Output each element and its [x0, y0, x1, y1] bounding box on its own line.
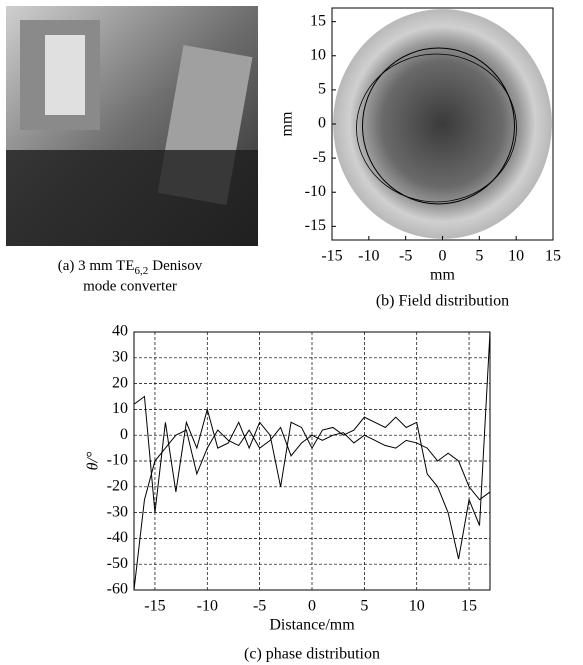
- x-axis-label: Distance/mm: [269, 617, 355, 634]
- caption-a-line2: mode converter: [83, 278, 177, 294]
- x-tick-label: 10: [409, 598, 425, 615]
- x-tick-label: -15: [321, 248, 342, 265]
- x-tick-label: 5: [360, 598, 368, 615]
- caption: (b) Field distribution: [376, 293, 509, 310]
- y-tick-label: 30: [112, 348, 128, 365]
- y-tick-label: 5: [318, 81, 326, 98]
- y-tick-label: -30: [107, 503, 128, 520]
- y-tick-label: -40: [107, 529, 128, 546]
- contour: [362, 47, 515, 205]
- y-tick-label: 15: [310, 12, 326, 29]
- y-tick-label: 10: [112, 400, 128, 417]
- caption: (c) phase distribution: [244, 646, 380, 663]
- x-tick-label: 15: [545, 248, 561, 265]
- caption-a: (a) 3 mm TE6,2 Denisov: [58, 258, 203, 276]
- x-tick-label: 0: [439, 248, 447, 265]
- y-tick-label: -5: [313, 149, 326, 166]
- y-tick-label: -50: [107, 555, 128, 572]
- x-tick-label: 0: [308, 598, 316, 615]
- y-tick-label: 0: [318, 115, 326, 132]
- y-tick-label: 20: [112, 374, 128, 391]
- y-tick-label: -15: [305, 217, 326, 234]
- x-tick-label: 15: [461, 598, 477, 615]
- x-tick-label: -15: [144, 598, 165, 615]
- x-tick-label: -5: [399, 248, 412, 265]
- y-tick-label: -10: [305, 183, 326, 200]
- y-tick-label: 10: [310, 46, 326, 63]
- x-tick-label: 5: [475, 248, 483, 265]
- contour: [356, 53, 517, 203]
- x-tick-label: -5: [253, 598, 266, 615]
- photo: [6, 6, 258, 246]
- series-line: [133, 426, 491, 591]
- x-axis-label: mm: [430, 267, 455, 284]
- caption-a-subscript: 6,2: [135, 265, 149, 277]
- y-tick-label: 40: [112, 323, 128, 340]
- caption-a-text: Denisov: [152, 258, 202, 274]
- x-tick-label: 10: [508, 248, 524, 265]
- y-tick-label: -10: [107, 452, 128, 469]
- y-axis-label: mm: [279, 111, 296, 136]
- x-tick-label: -10: [358, 248, 379, 265]
- y-axis-label: θ/°: [85, 451, 102, 470]
- y-tick-label: 0: [120, 426, 128, 443]
- series-line: [133, 331, 491, 560]
- y-tick-label: -60: [107, 581, 128, 598]
- x-tick-label: -10: [197, 598, 218, 615]
- y-tick-label: -20: [107, 477, 128, 494]
- caption-a-text: (a) 3 mm TE: [58, 258, 135, 274]
- field-map: [333, 9, 552, 239]
